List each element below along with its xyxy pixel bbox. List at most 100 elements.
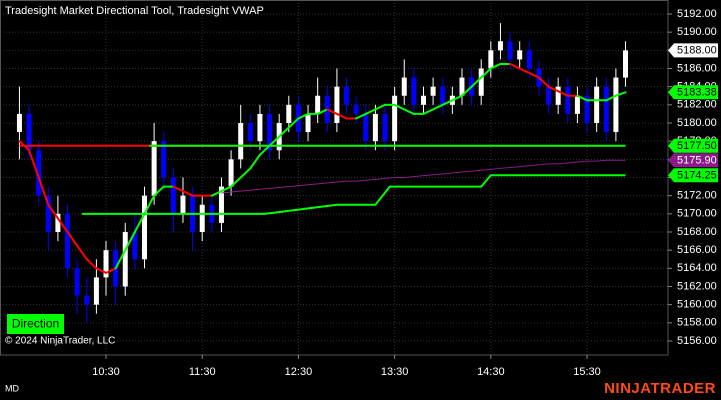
candle-body <box>382 113 388 142</box>
candle-body <box>180 195 186 214</box>
candle-body <box>122 232 128 287</box>
y-tick-label: 5186.00 <box>677 62 717 74</box>
candle-body <box>420 95 426 105</box>
indicator-segment <box>239 167 252 179</box>
candle-body <box>488 50 494 69</box>
indicator-segment <box>576 94 589 102</box>
candle-body <box>315 95 321 114</box>
indicator-segment <box>287 117 300 129</box>
indicator-segment <box>393 103 406 111</box>
indicator-segment <box>153 185 165 197</box>
candle-body <box>613 77 619 133</box>
indicator-segment <box>114 249 127 270</box>
candle-body <box>36 150 42 196</box>
indicator-segment <box>451 94 463 102</box>
y-tick-label: 5160.00 <box>677 299 717 311</box>
indicator-segment <box>249 153 261 170</box>
indicator-segment <box>172 185 184 193</box>
indicator-segment <box>537 76 550 88</box>
x-tick-label: 10:30 <box>92 366 120 378</box>
candle-body <box>93 277 99 305</box>
candle-body <box>151 141 157 196</box>
candle-body <box>603 86 609 133</box>
price-marker <box>668 138 718 153</box>
copyright: © 2024 NinjaTrader, LLC <box>5 336 115 347</box>
candle-body <box>507 41 513 60</box>
candle-body <box>584 95 590 123</box>
indicator-segment <box>28 149 40 179</box>
candle-body <box>141 195 147 260</box>
indicator-segment <box>316 108 329 115</box>
y-tick-label: 5190.00 <box>677 26 717 38</box>
indicator-segment <box>470 76 483 88</box>
y-tick-label: 5158.00 <box>677 317 717 329</box>
y-tick-label: 5168.00 <box>677 226 717 238</box>
candle-body <box>411 77 417 105</box>
indicator-segment <box>47 203 59 220</box>
indicator-segment <box>297 112 310 120</box>
price-marker <box>668 168 718 183</box>
candle-body <box>218 186 224 223</box>
indicator-line <box>221 159 626 194</box>
candle-body <box>565 86 571 114</box>
price-marker-label: 5175.90 <box>677 155 717 167</box>
indicator-segment <box>37 176 50 206</box>
indicator-segment <box>403 108 415 115</box>
candle-body <box>363 113 369 142</box>
candle-body <box>478 68 484 96</box>
indicator-segment <box>528 72 540 79</box>
candle-body <box>497 41 503 51</box>
candle-body <box>305 113 311 133</box>
indicator-segment <box>364 108 377 115</box>
logo: NINJATRADER <box>604 380 716 397</box>
y-tick-label: 5180.00 <box>677 117 717 129</box>
indicator-segment <box>489 62 502 70</box>
indicator-segment <box>258 144 271 156</box>
indicator-segment <box>432 103 444 111</box>
x-tick-label: 13:30 <box>381 366 409 378</box>
indicator-segment <box>614 91 627 97</box>
candle-body <box>26 113 32 151</box>
candle-body <box>74 268 80 296</box>
indicator-segment <box>335 112 348 120</box>
x-tick-label: 14:30 <box>477 366 505 378</box>
candle-body <box>103 250 109 278</box>
candle-body <box>16 113 22 133</box>
indicator-segment <box>480 67 492 79</box>
y-tick-label: 5170.00 <box>677 208 717 220</box>
indicator-segment <box>326 108 338 115</box>
indicator-segment <box>95 267 108 274</box>
indicator-segment <box>605 94 617 102</box>
candle-body <box>65 213 71 269</box>
indicator-line <box>81 174 626 215</box>
candle-body <box>247 122 253 142</box>
indicator-segment <box>220 185 233 193</box>
y-tick-label: 5164.00 <box>677 262 717 274</box>
indicator-segment <box>133 212 146 234</box>
candle-body <box>286 104 292 123</box>
instrument-label: MD <box>5 383 19 393</box>
candle-body <box>238 122 244 160</box>
indicator-segment <box>56 217 69 234</box>
indicator-segment <box>105 267 117 274</box>
indicator-segment <box>355 112 367 120</box>
indicator-segment <box>509 62 521 70</box>
x-tick-label: 11:30 <box>189 366 216 378</box>
candle-body <box>555 86 561 105</box>
y-tick-label: 5162.00 <box>677 280 717 292</box>
candle-body <box>257 113 263 142</box>
indicator-segment <box>143 194 156 215</box>
candle-body <box>199 204 205 233</box>
x-tick-label: 15:30 <box>573 366 601 378</box>
indicator-segment <box>76 244 88 261</box>
candle-body <box>459 77 465 96</box>
candle-body <box>84 295 90 305</box>
price-marker-label: 5188.00 <box>677 45 717 57</box>
candle-body <box>45 195 51 233</box>
candle-body <box>574 95 580 114</box>
indicator-segment <box>518 67 531 75</box>
candle-body <box>267 113 273 151</box>
candle-body <box>430 86 436 96</box>
